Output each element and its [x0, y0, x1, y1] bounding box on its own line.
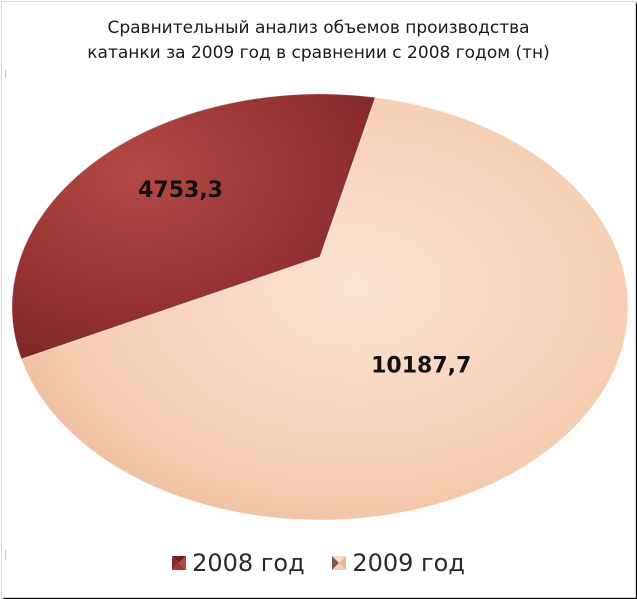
legend-item-2009: 2009 год [332, 549, 465, 577]
legend-item-2008: 2008 год [172, 549, 305, 577]
legend-swatch-2009 [332, 556, 347, 570]
legend-swatch-2008 [172, 556, 187, 570]
legend-label-2008: 2008 год [192, 549, 305, 577]
pie-slice-2009-год [20, 96, 629, 521]
chart-title-line-2: катанки за 2009 год в сравнении с 2008 г… [87, 43, 550, 63]
pie-data-label-2009-год: 10187,7 [371, 353, 471, 378]
legend-label-2009: 2009 год [352, 549, 465, 577]
pie-data-label-2008-год: 4753,3 [138, 178, 223, 203]
chart-title-line-1: Сравнительный анализ объемов производств… [107, 18, 530, 38]
axis-tick-bottom [5, 550, 6, 560]
chart-title: Сравнительный анализ объемов производств… [2, 16, 635, 66]
pie-chart: 4753,3 10187,7 [9, 88, 635, 532]
pie-data-labels: 4753,3 10187,7 [138, 178, 471, 379]
pie-slices [11, 93, 629, 521]
axis-tick-top [5, 70, 6, 78]
pie-slice-2008-год [11, 93, 377, 360]
legend: 2008 год 2009 год [2, 548, 635, 577]
